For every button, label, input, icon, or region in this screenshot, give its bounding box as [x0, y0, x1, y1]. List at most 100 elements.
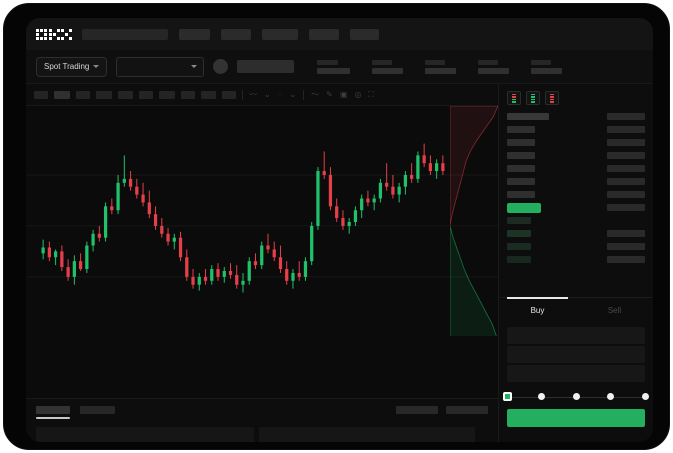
ob-mode-asks-glyph [550, 93, 554, 103]
timeframe-button-3[interactable] [96, 90, 112, 99]
tab-buy[interactable]: Buy [499, 297, 576, 323]
stat-change-24h-value [372, 67, 404, 74]
orders-panel [26, 398, 498, 442]
tab-sell[interactable]: Sell [576, 298, 653, 323]
timeframe-button-7[interactable] [181, 90, 195, 99]
ob-row-ask-3-size [607, 152, 645, 159]
ob-row-ask-3-price [507, 152, 535, 159]
bottom-action-2[interactable] [446, 406, 488, 414]
ob-mode-both[interactable] [507, 91, 521, 105]
ob-row-ask-2[interactable] [507, 136, 645, 149]
ob-row-header-price [507, 113, 549, 120]
ob-row-bid-1[interactable] [507, 214, 645, 227]
candlestick-chart-svg [26, 143, 498, 293]
ob-row-ask-1[interactable] [507, 123, 645, 136]
timeframe-list [34, 90, 236, 99]
timeframe-button-9[interactable] [222, 90, 236, 99]
nav-item-4[interactable] [262, 28, 298, 40]
slider-node-0[interactable] [502, 392, 512, 401]
trading-pair-select[interactable] [116, 56, 205, 77]
ob-mode-bids[interactable] [526, 91, 540, 105]
ob-row-ask-6-size [607, 191, 645, 198]
timeframe-button-8[interactable] [201, 90, 216, 99]
nav-item-6[interactable] [350, 28, 379, 40]
timeframe-button-4[interactable] [118, 90, 133, 99]
order-form-fields [499, 323, 653, 382]
ob-row-ask-5[interactable] [507, 175, 645, 188]
nav-item-2[interactable] [179, 28, 210, 40]
orders-rows [26, 419, 498, 442]
slider-node-75[interactable] [607, 393, 614, 400]
market-type-dropdown[interactable]: Spot Trading [36, 56, 108, 77]
nav-item-1[interactable] [82, 28, 168, 40]
order-amount-field[interactable] [507, 346, 645, 363]
logo-glyph-k [48, 28, 60, 40]
logo-glyph-o [36, 28, 47, 40]
nav-item-3[interactable] [221, 28, 251, 40]
indicator-icon[interactable]: 〰 [249, 89, 257, 99]
okx-logo[interactable] [36, 28, 72, 40]
ob-row-header[interactable] [507, 110, 645, 123]
ob-row-ask-5-price [507, 178, 535, 185]
order-total-field[interactable] [507, 365, 645, 382]
nav-item-5[interactable] [309, 28, 339, 40]
stat-volume-24h-label [531, 59, 552, 65]
tab-open-orders-label [36, 406, 70, 414]
ob-row-bid-4[interactable] [507, 253, 645, 266]
stat-change-24h-label [372, 59, 393, 65]
ob-row-ask-4-price [507, 165, 535, 172]
stat-last-price-label [317, 59, 339, 65]
draw-pencil-icon[interactable]: ✎ [326, 89, 333, 99]
timeframe-button-2[interactable] [76, 90, 90, 99]
volume-histogram [26, 336, 498, 398]
ob-row-bid-2-price [507, 230, 531, 237]
ob-mode-asks[interactable] [545, 91, 559, 105]
alert-icon[interactable]: ◌ [277, 89, 283, 99]
timeframe-button-5[interactable] [139, 90, 153, 99]
stat-last-price-value [317, 67, 351, 74]
toolbar-divider [242, 89, 243, 100]
timeframe-button-6[interactable] [159, 90, 175, 99]
line-chart-icon[interactable]: 〜 [311, 89, 320, 99]
timeframe-button-0[interactable] [34, 90, 48, 99]
ob-mode-both-glyph [512, 93, 516, 103]
tab-order-history-underline [80, 417, 115, 419]
ob-row-spread-price[interactable] [507, 201, 645, 214]
bottom-action-1[interactable] [396, 406, 438, 414]
slider-node-50[interactable] [572, 393, 580, 400]
candlestick-chart[interactable] [26, 106, 498, 336]
timeframe-button-1[interactable] [54, 90, 70, 99]
tab-order-history-label [80, 406, 115, 414]
stat-volume-24h [531, 59, 563, 74]
slider-node-25[interactable] [538, 393, 545, 400]
stat-high-24h-value [425, 67, 457, 74]
fullscreen-icon[interactable]: ⛶ [368, 89, 375, 99]
ob-row-bid-2[interactable] [507, 227, 645, 240]
ob-row-ask-3[interactable] [507, 149, 645, 162]
ob-row-bid-4-price [507, 256, 531, 263]
tab-sell-label: Sell [607, 306, 622, 315]
slider-node-100[interactable] [641, 393, 649, 400]
ob-row-bid-4-size [607, 256, 645, 263]
ob-row-bid-3[interactable] [507, 240, 645, 253]
submit-order-button[interactable] [507, 409, 645, 427]
settings-gear-icon[interactable]: ◎ [354, 89, 362, 99]
nav-items [82, 28, 379, 40]
camera-icon[interactable]: ▣ [339, 89, 348, 99]
tab-order-history[interactable] [80, 406, 115, 419]
ob-row-ask-6-price [507, 191, 535, 198]
compare-icon[interactable]: ⌄ [264, 89, 271, 99]
orders-tabs [26, 399, 498, 419]
orders-actions [396, 406, 488, 414]
chevron-down-icon[interactable]: ⌄ [289, 89, 297, 99]
ob-row-ask-6[interactable] [507, 188, 645, 201]
amount-slider[interactable] [502, 391, 649, 403]
ob-row-ask-4-size [607, 165, 645, 172]
ob-row-ask-2-size [607, 139, 645, 146]
device-bezel: Spot Trading 〰 ⌄ ◌ ⌄ 〜 ✎ ▣ ◎ ⛶ [3, 3, 670, 450]
orderbook-rows[interactable] [499, 110, 653, 295]
stat-volume-24h-value [531, 67, 563, 74]
order-price-field[interactable] [507, 327, 645, 344]
tab-open-orders[interactable] [36, 406, 70, 419]
ob-row-ask-4[interactable] [507, 162, 645, 175]
